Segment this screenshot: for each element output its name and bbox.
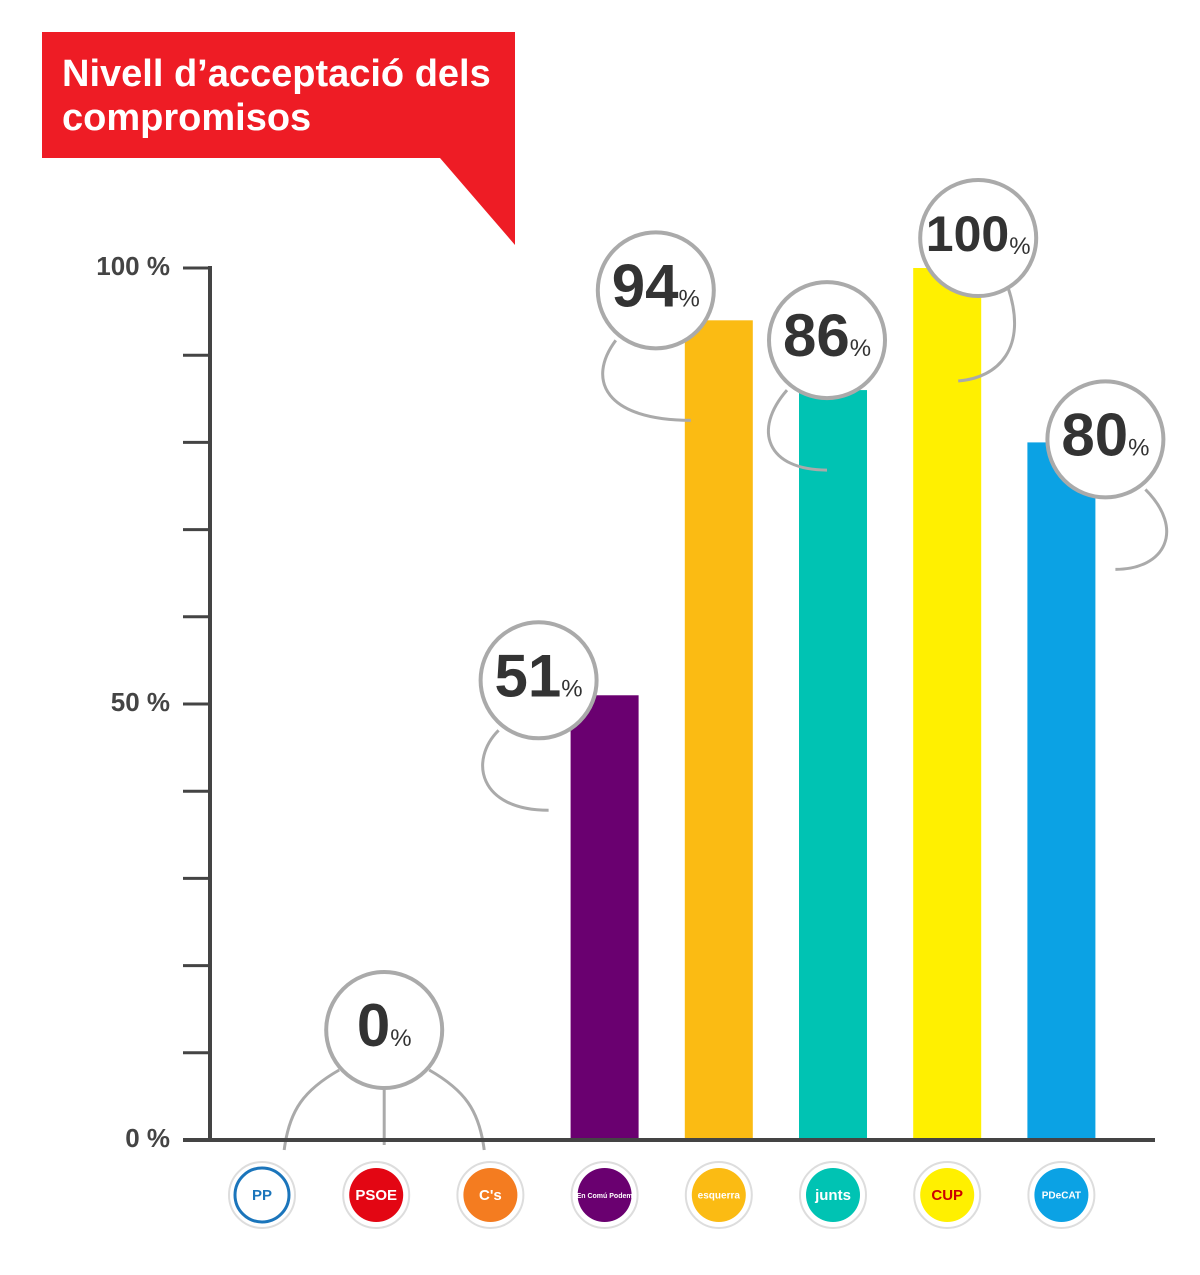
arrow	[958, 287, 1017, 383]
category-logo: junts	[799, 1161, 867, 1229]
bar	[684, 320, 753, 1140]
value-label: 94%	[612, 252, 700, 319]
value-unit: %	[390, 1025, 411, 1052]
value-label: 86%	[783, 302, 871, 369]
arrow	[428, 1068, 486, 1151]
value-number: 51	[495, 642, 562, 709]
value-label: 0%	[357, 992, 412, 1059]
bubble-circle	[918, 178, 1039, 298]
value-number: 80	[1061, 401, 1128, 468]
logo-fill	[463, 1168, 518, 1222]
bubble-circle	[324, 970, 445, 1090]
bar	[570, 695, 639, 1140]
category-logo: PP	[228, 1161, 296, 1229]
title-box	[42, 32, 515, 245]
value-bubble: 51%	[478, 620, 599, 812]
value-number: 94	[612, 252, 679, 319]
x-tick-label: PP	[252, 1187, 272, 1204]
logo-fill	[577, 1168, 632, 1222]
value-unit: %	[1128, 435, 1149, 462]
value-number: 0	[357, 992, 390, 1059]
y-tick-label: 50 %	[111, 687, 170, 717]
value-label: 51%	[495, 642, 583, 709]
x-tick-label: PDeCAT	[1042, 1191, 1081, 1202]
arrow	[1115, 488, 1169, 571]
bubble-circle	[478, 620, 599, 741]
logo-fill	[233, 1166, 291, 1224]
value-unit: %	[679, 286, 700, 313]
bar	[1027, 442, 1096, 1140]
value-number: 100	[926, 206, 1009, 262]
logo-fill	[1034, 1168, 1089, 1222]
value-bubble: 86%	[767, 280, 887, 472]
arrow	[601, 339, 691, 422]
y-tick-label: 100 %	[96, 251, 170, 281]
value-number: 86	[783, 302, 850, 369]
x-tick-label: En Comú Podem	[577, 1193, 633, 1200]
logo-fill	[691, 1168, 746, 1222]
category-logo: PDeCAT	[1027, 1161, 1096, 1229]
bar	[799, 390, 867, 1141]
value-label: 80%	[1061, 401, 1149, 468]
bar	[913, 268, 982, 1140]
value-label: 100%	[926, 206, 1031, 262]
bubble-circle	[595, 230, 716, 351]
y-tick-label: 0 %	[125, 1123, 170, 1153]
value-unit: %	[850, 335, 871, 362]
arrow	[481, 729, 549, 812]
logo-fill	[349, 1168, 404, 1222]
logo-fill	[806, 1168, 860, 1222]
value-bubble: 94%	[595, 230, 716, 422]
bubble-circle	[1045, 379, 1166, 500]
x-tick-label: junts	[814, 1187, 851, 1204]
x-tick-label: esquerra	[698, 1191, 741, 1202]
arrow	[282, 1068, 340, 1151]
value-bubble: 100%	[918, 178, 1039, 383]
category-logo: C's	[456, 1161, 525, 1229]
x-tick-label: C's	[479, 1187, 502, 1204]
x-tick-label: CUP	[931, 1187, 963, 1204]
category-logo: CUP	[913, 1161, 982, 1229]
chart-title: Nivell d’acceptació dels compromisos	[62, 53, 491, 139]
x-tick-label: PSOE	[355, 1187, 397, 1204]
bubble-circle	[767, 280, 887, 401]
arrow	[767, 389, 828, 472]
category-logo: En Comú Podem	[570, 1161, 639, 1229]
category-logo: esquerra	[684, 1161, 753, 1229]
logo-fill	[920, 1168, 975, 1222]
value-unit: %	[1009, 233, 1030, 260]
value-bubble: 0%	[282, 970, 486, 1151]
category-logo: PSOE	[342, 1161, 411, 1229]
value-bubble: 80%	[1045, 379, 1169, 571]
value-unit: %	[561, 676, 582, 703]
